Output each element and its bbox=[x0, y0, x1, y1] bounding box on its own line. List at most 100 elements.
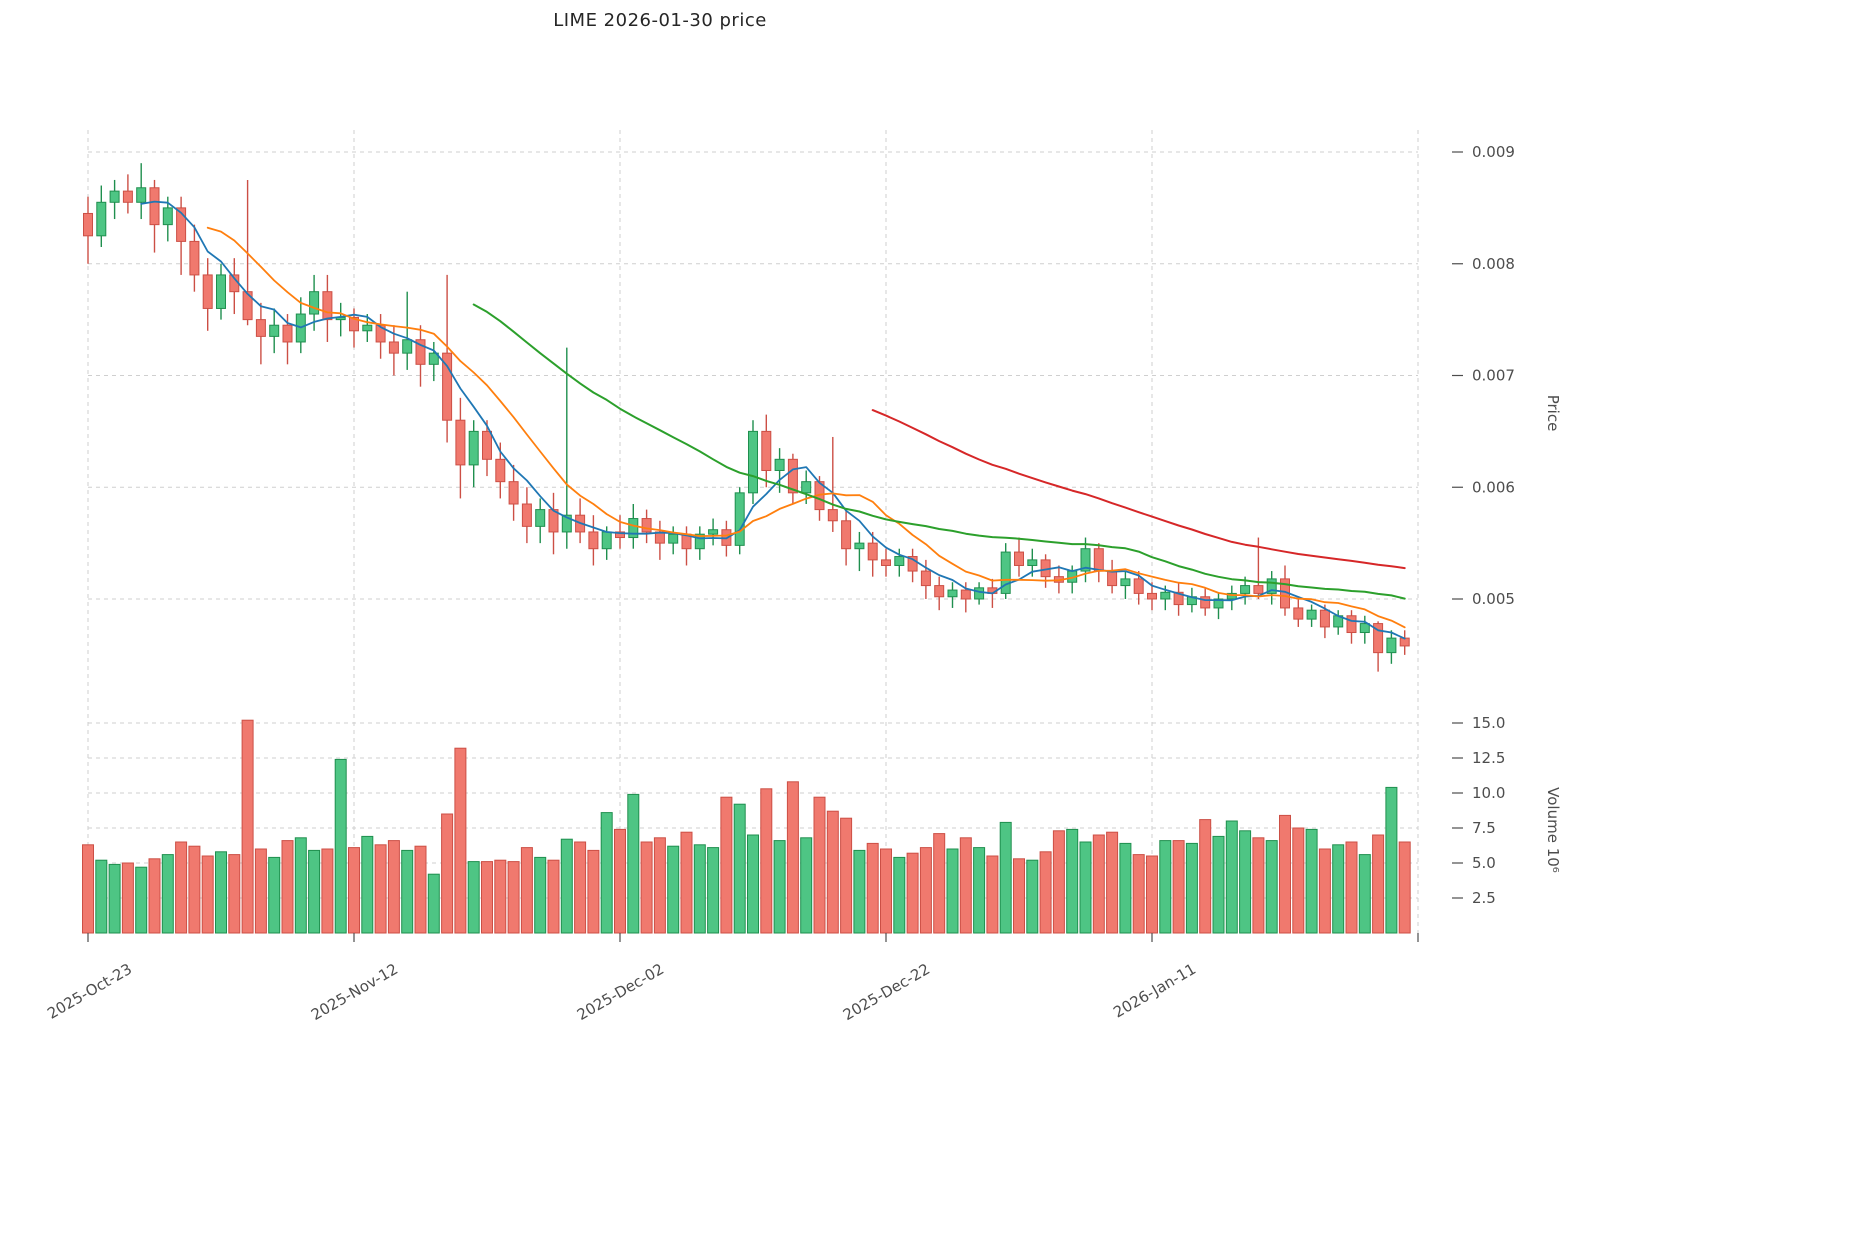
volume-axis-title: Volume 10⁶ bbox=[1544, 787, 1562, 873]
candle-body bbox=[708, 529, 719, 535]
candle-body bbox=[388, 341, 399, 354]
volume-bar bbox=[494, 859, 507, 934]
volume-bar bbox=[560, 838, 573, 934]
candle-body bbox=[1173, 591, 1184, 606]
candle-body bbox=[894, 556, 905, 566]
volume-bar bbox=[813, 796, 826, 934]
volume-bar bbox=[747, 834, 759, 934]
volume-bar bbox=[1092, 834, 1105, 934]
candle-body bbox=[694, 533, 705, 550]
volume-bar bbox=[1066, 828, 1079, 934]
volume-bar bbox=[281, 840, 294, 934]
volume-bar bbox=[1013, 858, 1025, 934]
volume-bar bbox=[95, 859, 108, 934]
volume-bar bbox=[933, 833, 946, 934]
candle-body bbox=[468, 430, 479, 466]
candle-body bbox=[1306, 609, 1317, 620]
candle-body bbox=[827, 509, 838, 522]
volume-bar bbox=[1265, 840, 1278, 934]
candle-body bbox=[761, 430, 772, 471]
candle-body bbox=[1319, 609, 1330, 628]
price-axis-tick-label: 0.006 bbox=[1472, 478, 1515, 496]
candle-body bbox=[881, 559, 891, 566]
volume-bar bbox=[800, 837, 813, 934]
candle-body bbox=[934, 585, 945, 598]
candle-body bbox=[442, 352, 453, 421]
candle-body bbox=[109, 190, 120, 203]
candle-body bbox=[1080, 548, 1091, 572]
candle-body bbox=[1213, 598, 1224, 609]
candle-body bbox=[974, 587, 985, 600]
candle-body bbox=[748, 430, 758, 494]
volume-bar bbox=[1132, 854, 1145, 934]
volume-bar bbox=[1172, 840, 1185, 934]
x-axis-tick-label: 2025-Oct-23 bbox=[44, 960, 135, 1023]
candle-body bbox=[907, 556, 918, 572]
volume-bar bbox=[467, 861, 480, 934]
candle-body bbox=[322, 291, 333, 321]
volume-bar bbox=[427, 873, 440, 934]
volume-bar bbox=[1358, 854, 1371, 934]
volume-bar bbox=[161, 854, 174, 934]
volume-bar bbox=[1345, 841, 1358, 934]
candle-body bbox=[1147, 592, 1157, 600]
candle-body bbox=[1000, 551, 1011, 594]
volume-bar bbox=[587, 849, 600, 934]
candle-body bbox=[1386, 637, 1397, 654]
candle-body bbox=[1107, 570, 1118, 587]
volume-bar bbox=[906, 852, 919, 934]
volume-bar bbox=[720, 796, 733, 934]
candle-body bbox=[960, 589, 971, 600]
volume-bar bbox=[241, 719, 254, 934]
volume-bar bbox=[786, 781, 799, 934]
volume-bar bbox=[680, 831, 693, 934]
candle-body bbox=[774, 458, 785, 471]
volume-bar bbox=[880, 848, 892, 934]
candle-body bbox=[1120, 578, 1131, 587]
volume-bar bbox=[1039, 851, 1052, 934]
volume-bar bbox=[640, 841, 653, 934]
candle-body bbox=[508, 481, 519, 505]
candle-body bbox=[428, 352, 439, 365]
volume-bar bbox=[108, 863, 121, 934]
volume-bar bbox=[454, 747, 467, 934]
volume-bar bbox=[653, 837, 666, 934]
chart-title: LIME 2026-01-30 price bbox=[553, 10, 767, 31]
volume-bar bbox=[840, 817, 853, 934]
candle-body bbox=[83, 212, 93, 237]
volume-axis-tick-label: 15.0 bbox=[1472, 714, 1505, 732]
candle-body bbox=[162, 207, 173, 226]
volume-bar bbox=[1026, 859, 1039, 934]
candle-body bbox=[615, 531, 625, 539]
volume-bar bbox=[600, 812, 613, 934]
x-axis-tick-label: 2025-Nov-12 bbox=[308, 960, 401, 1024]
volume-bar bbox=[215, 851, 227, 934]
candle-body bbox=[1133, 578, 1144, 594]
candle-body bbox=[1266, 578, 1277, 594]
candle-body bbox=[1093, 548, 1104, 572]
candle-body bbox=[734, 492, 745, 546]
volume-bar bbox=[1052, 830, 1065, 934]
candle-body bbox=[1293, 607, 1304, 620]
price-axis-tick-label: 0.008 bbox=[1472, 255, 1515, 273]
candle-body bbox=[176, 207, 187, 242]
candle-body bbox=[947, 589, 958, 598]
candle-body bbox=[1373, 623, 1384, 654]
candle-body bbox=[122, 190, 133, 203]
volume-bar bbox=[707, 847, 720, 934]
x-axis-tick-label: 2025-Dec-22 bbox=[840, 960, 933, 1024]
volume-bar bbox=[1146, 855, 1158, 934]
volume-bar bbox=[401, 849, 414, 934]
volume-axis-tick-label: 12.5 bbox=[1472, 749, 1505, 767]
candle-body bbox=[402, 339, 413, 354]
candle-body bbox=[362, 324, 373, 332]
candles bbox=[83, 163, 1410, 672]
volume-bar bbox=[1385, 786, 1398, 934]
candle-body bbox=[495, 458, 506, 483]
volume-bar bbox=[919, 847, 932, 934]
ma-line-60 bbox=[871, 409, 1406, 570]
volume-bars bbox=[82, 719, 1411, 934]
candle-body bbox=[149, 187, 160, 226]
candle-body bbox=[1346, 615, 1357, 634]
